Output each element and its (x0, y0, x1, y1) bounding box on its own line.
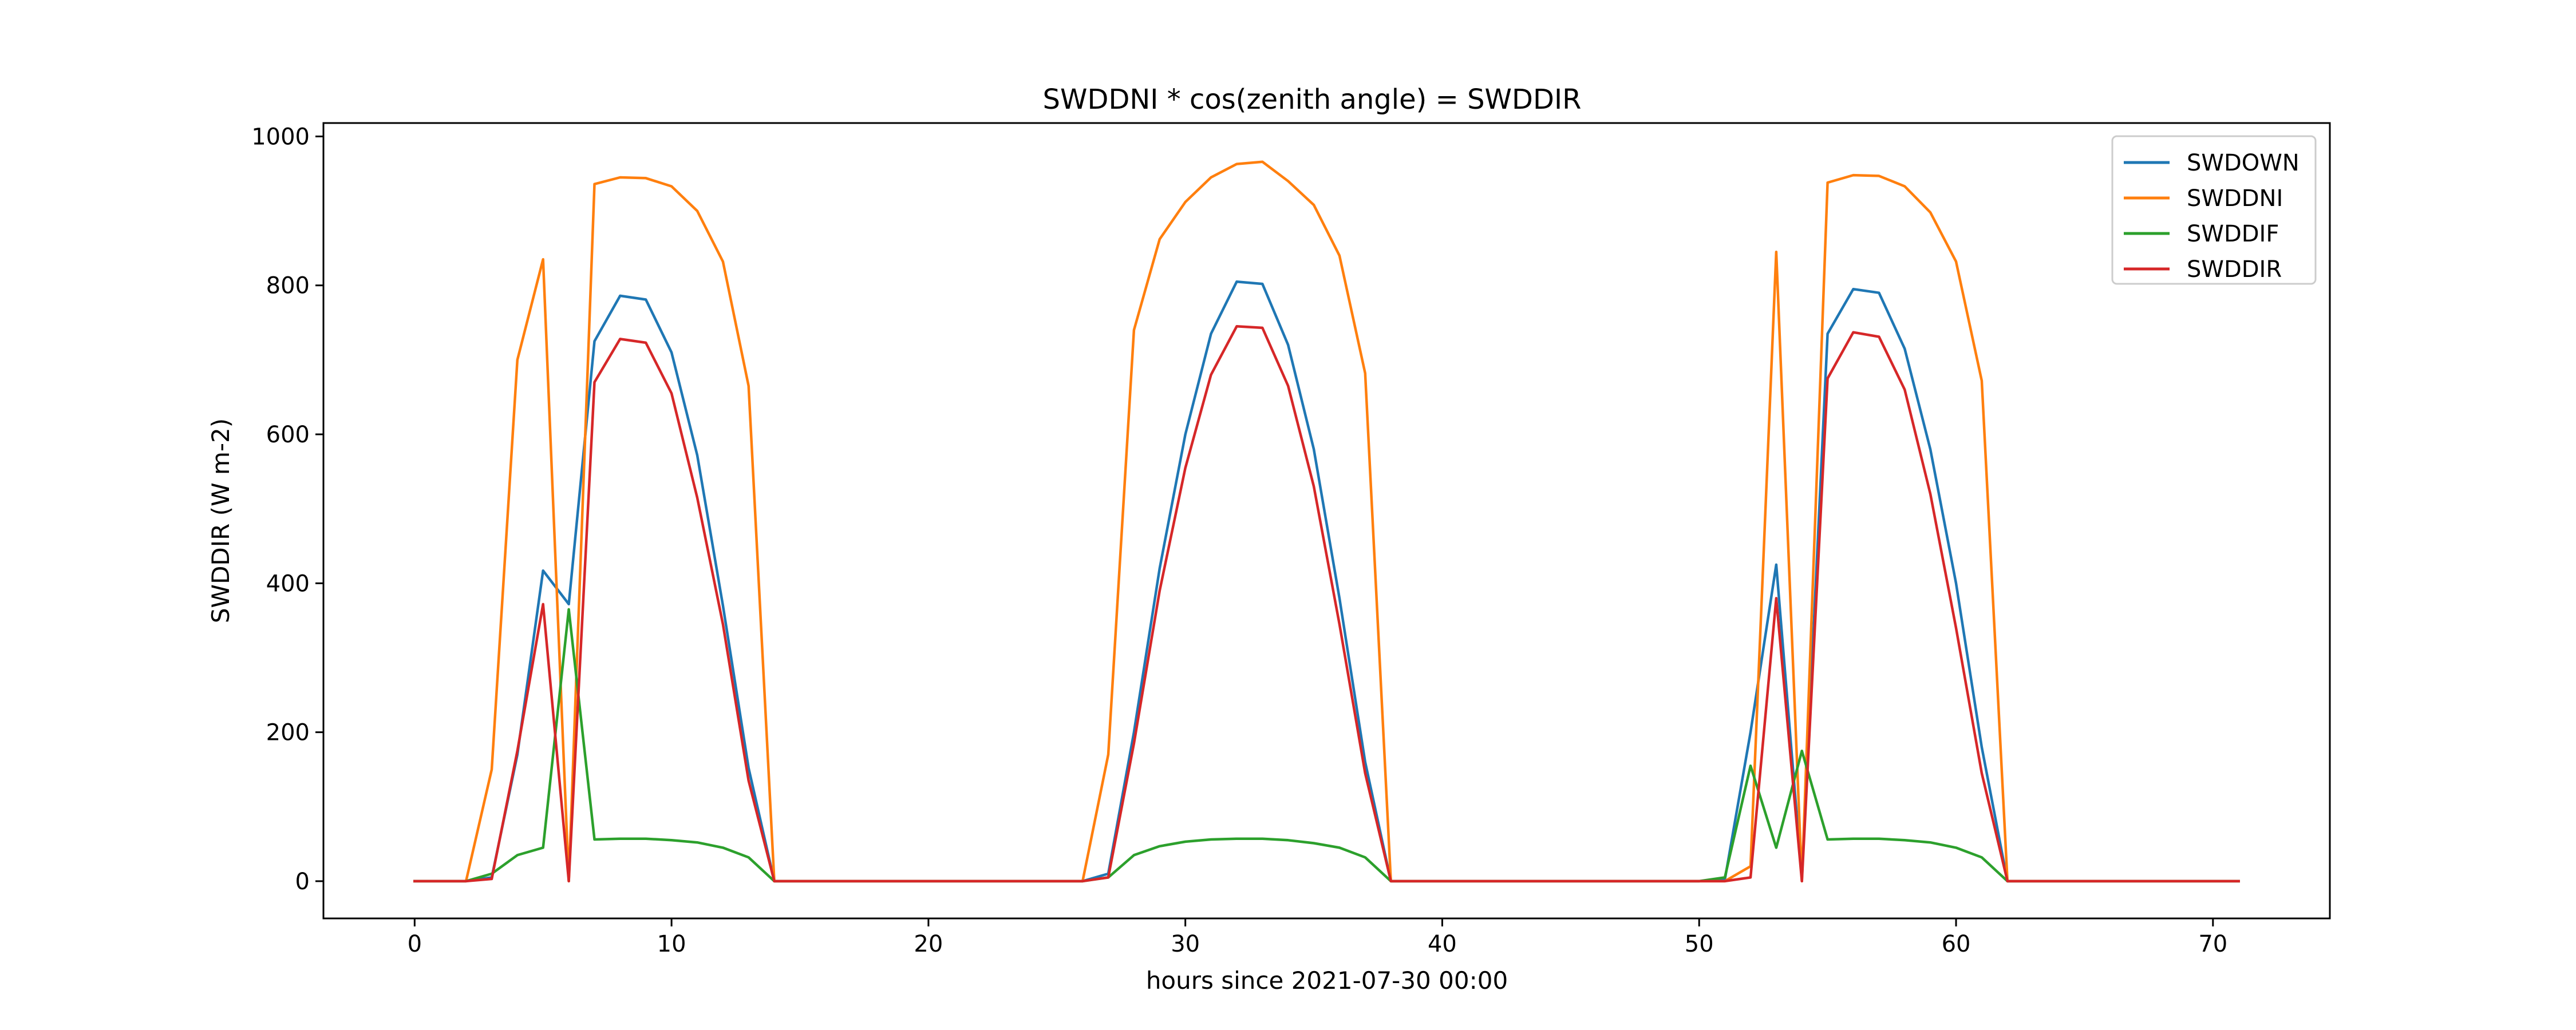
plot-area (413, 160, 2240, 883)
y-tick-label: 0 (295, 869, 310, 895)
x-tick-label: 20 (914, 931, 943, 957)
x-tick-label: 40 (1428, 931, 1457, 957)
y-tick-label: 600 (266, 422, 310, 448)
series-line-swddni (413, 160, 2240, 883)
legend-label-swdown: SWDOWN (2187, 150, 2300, 176)
series-line-swddir (413, 325, 2240, 883)
series-line-swddif (413, 608, 2240, 883)
x-tick-label: 70 (2198, 931, 2227, 957)
x-tick-label: 30 (1171, 931, 1200, 957)
legend: SWDOWN SWDDNI SWDDIF SWDDIR (2111, 135, 2317, 285)
y-tick-label: 400 (266, 571, 310, 597)
x-axis-label: hours since 2021-07-30 00:00 (1146, 966, 1508, 995)
series-line-swdown (413, 280, 2240, 883)
y-tick-label: 1000 (251, 124, 310, 150)
legend-label-swddir: SWDDIR (2187, 256, 2282, 283)
chart-title: SWDDNI * cos(zenith angle) = SWDDIR (1043, 84, 1582, 116)
y-tick-label: 200 (266, 720, 310, 746)
legend-label-swddif: SWDDIF (2187, 221, 2279, 247)
x-tick-label: 10 (657, 931, 686, 957)
plot-frame (322, 122, 2331, 920)
x-tick-label: 0 (408, 931, 422, 957)
x-axis: 0 10 20 30 40 50 60 70 (408, 918, 2227, 957)
y-axis-label: SWDDIR (W m-2) (207, 418, 235, 623)
legend-box (2111, 135, 2317, 285)
x-tick-label: 60 (1942, 931, 1971, 957)
legend-label-swddni: SWDDNI (2187, 185, 2283, 212)
x-tick-label: 50 (1685, 931, 1714, 957)
y-axis: 0 200 400 600 800 1000 (251, 124, 323, 895)
y-tick-label: 800 (266, 273, 310, 299)
